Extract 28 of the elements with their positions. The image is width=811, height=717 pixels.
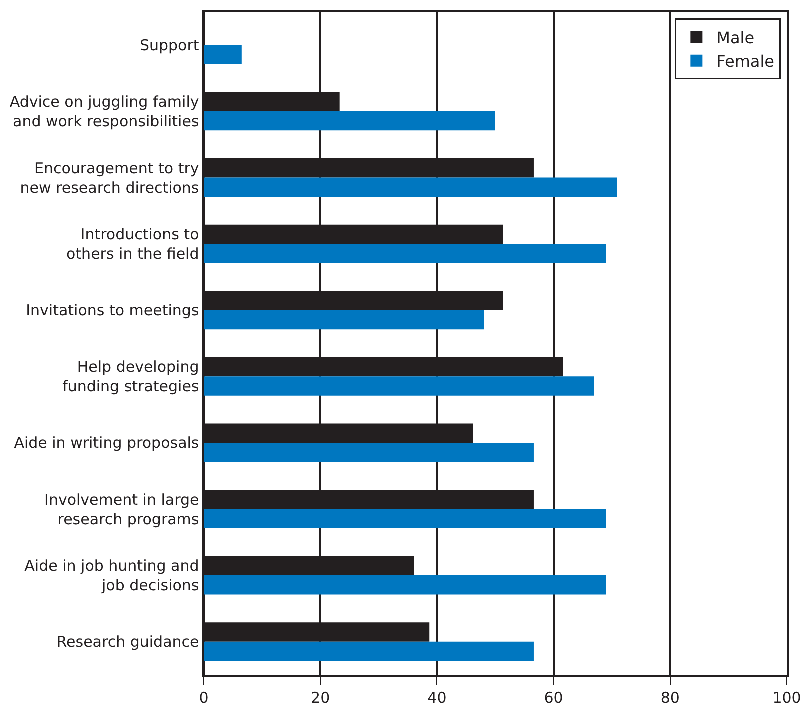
- x-tick-label: 80: [660, 688, 680, 707]
- bar: [204, 442, 534, 462]
- x-tick-label: 100: [772, 688, 802, 707]
- bar: [204, 642, 534, 662]
- y-tick-label: Introductions to others in the field: [66, 226, 200, 264]
- x-tick-label: 40: [428, 688, 447, 707]
- bar: [204, 178, 618, 197]
- x-tick-label: 20: [311, 688, 330, 707]
- y-tick-label: Research guidance: [56, 633, 200, 652]
- y-tick-label: Support: [140, 36, 200, 54]
- y-tick-label: Help developing funding strategies: [62, 358, 200, 396]
- bar: [204, 111, 496, 131]
- legend-label: Female: [716, 52, 775, 72]
- y-tick-label: Aide in job hunting and job decisions: [24, 557, 200, 595]
- x-tick-label: 60: [544, 688, 564, 707]
- bar: [204, 45, 242, 64]
- y-tick-label: Aide in writing proposals: [14, 434, 200, 452]
- y-tick-label: Involvement in large research programs: [44, 490, 200, 528]
- x-tick-label: 0: [199, 688, 209, 707]
- bar: [204, 509, 606, 528]
- bar: [204, 376, 594, 396]
- legend-label: Male: [716, 28, 755, 48]
- y-tick-label: Advice on juggling family and work responsibilities: [10, 92, 200, 130]
- bar: [204, 576, 606, 595]
- y-tick-label: Encouragement to try new research directions: [20, 159, 200, 197]
- bar: [204, 244, 606, 264]
- bar: [204, 310, 484, 330]
- y-tick-label: Invitations to meetings: [26, 302, 200, 320]
